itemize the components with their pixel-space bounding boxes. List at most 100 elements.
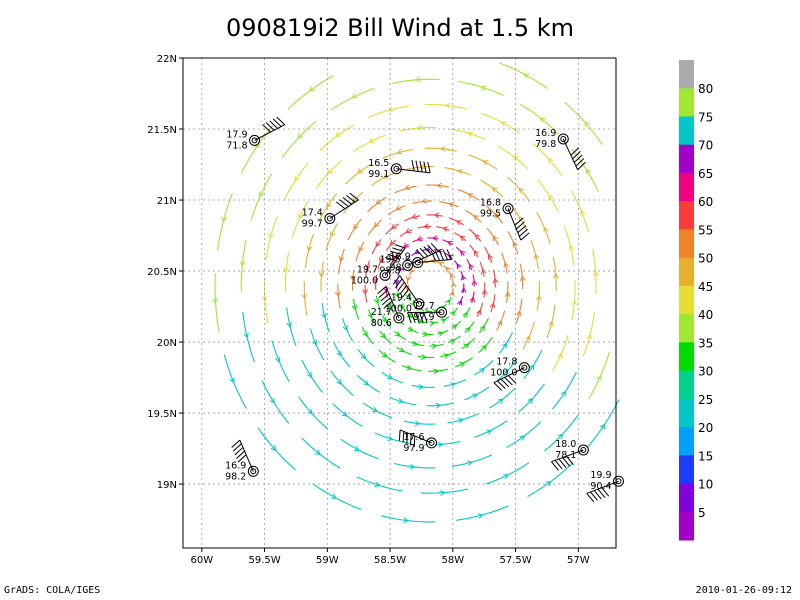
colorbar-swatch — [679, 427, 694, 456]
streamline-arrowhead — [270, 445, 277, 451]
streamline-arrowhead — [481, 344, 487, 351]
streamline-segment — [457, 80, 504, 97]
station-value: 97.9 — [403, 443, 424, 454]
streamline-segment — [367, 196, 387, 213]
streamline-arrowhead — [387, 435, 394, 442]
streamline-arrowhead — [395, 205, 402, 211]
station-temperature: 18.9 — [390, 252, 411, 263]
streamline-segment — [501, 252, 508, 274]
streamline-arrowhead — [472, 215, 479, 221]
colorbar-swatch — [679, 314, 694, 343]
streamline-arrowhead — [422, 331, 429, 338]
observation-station: 19.598.8 — [380, 242, 439, 276]
observation-station: 17.499.7 — [302, 192, 359, 229]
streamline-arrowhead — [440, 318, 447, 324]
wind-barb-flag — [378, 289, 388, 298]
streamline-arrowhead — [480, 85, 487, 91]
wind-barb-flag — [262, 124, 271, 133]
station-inner-ring — [404, 262, 411, 269]
streamline-arrowhead — [471, 279, 478, 286]
wind-barb-flag — [411, 312, 416, 324]
streamline-segment — [357, 374, 381, 393]
colorbar: 5 10 15 20 25 30 35 40 45 50 55 60 65 70 75 80 — [679, 60, 713, 541]
station-value: 78.1 — [555, 450, 576, 461]
streamline-arrowhead — [318, 271, 325, 278]
streamline-arrowhead — [358, 246, 364, 253]
wind-barb-flag — [335, 201, 346, 210]
station-value: 100.0 — [385, 304, 412, 315]
observation-station: 18.078.1 — [551, 439, 589, 471]
colorbar-label: 30 — [698, 365, 713, 379]
streamline-arrowhead — [448, 201, 455, 208]
wind-barb-flag — [427, 244, 436, 254]
wind-barb-flag — [397, 281, 405, 292]
wind-barb-flag — [500, 378, 510, 388]
y-tick-label: 19N — [157, 480, 177, 491]
station-value: 71.8 — [226, 140, 247, 151]
streamline-arrowhead — [334, 291, 341, 298]
streamline-arrowhead — [468, 263, 474, 270]
streamline-arrowhead — [584, 121, 590, 128]
streamline-arrowhead — [449, 339, 456, 345]
wind-barb-flag — [236, 450, 245, 459]
streamline-arrowhead — [492, 235, 498, 242]
y-tick-label: 22N — [157, 54, 177, 65]
streamline-arrowhead — [306, 245, 313, 252]
streamline-segment — [499, 62, 549, 90]
streamline-arrowhead — [557, 352, 563, 359]
streamline-segment — [586, 399, 620, 448]
streamline-segment — [347, 218, 362, 241]
wind-barb-staff — [586, 480, 619, 494]
wind-barb-flag — [381, 297, 391, 306]
wind-barb-staff — [329, 199, 359, 219]
streamline-arrowhead — [481, 268, 487, 275]
streamline-arrowhead — [479, 367, 485, 374]
wind-barb-flag — [401, 288, 410, 298]
streamline-arrowhead — [519, 275, 526, 282]
station-inner-ring — [326, 215, 333, 222]
streamline-arrowhead — [443, 353, 450, 359]
colorbar-swatch — [679, 201, 694, 230]
wind-barb-staff — [417, 259, 452, 264]
streamline-segment — [286, 307, 297, 346]
streamline-arrowhead — [351, 304, 358, 311]
streamline-arrowhead — [447, 254, 454, 261]
colorbar-label: 65 — [698, 167, 713, 181]
streamline-arrowhead — [258, 191, 265, 198]
streamline-segment — [404, 215, 421, 222]
x-tick-label: 60W — [191, 555, 214, 566]
colorbar-label: 50 — [698, 252, 713, 266]
streamline-segment — [474, 420, 508, 438]
streamline-arrowhead — [527, 397, 534, 404]
wind-barb-flag — [427, 161, 431, 173]
colorbar-label: 55 — [698, 223, 713, 237]
streamline-arrowhead — [405, 292, 411, 299]
colorbar-label: 40 — [698, 308, 713, 322]
streamline-segment — [552, 334, 569, 372]
streamline-arrowhead — [362, 289, 368, 295]
streamline-arrowhead — [275, 356, 281, 363]
wind-barb-flag — [415, 160, 419, 172]
streamline-arrowhead — [449, 290, 455, 297]
streamline-arrowhead — [450, 273, 456, 280]
streamline-arrowhead — [269, 397, 275, 404]
station-temperature: 16.5 — [368, 158, 389, 169]
wind-barb-flag — [406, 432, 408, 444]
streamline-arrowhead — [450, 382, 457, 388]
wind-barb-staff — [407, 250, 439, 266]
streamline-arrowhead — [268, 232, 274, 240]
wind-barb-flag — [517, 225, 527, 234]
streamline-arrowhead — [467, 193, 474, 199]
streamline-arrowhead — [433, 212, 440, 219]
station-value: 98.2 — [225, 471, 246, 482]
streamline-arrowhead — [229, 377, 235, 384]
wind-barb-flag — [586, 493, 595, 503]
streamline-segment — [564, 101, 603, 146]
y-tick-label: 21.5N — [147, 125, 177, 136]
station-value: 99.7 — [302, 218, 323, 229]
wind-barb-flag — [276, 116, 286, 126]
y-tick-label: 20.5N — [147, 267, 177, 278]
streamline-arrowhead — [297, 133, 304, 139]
streamline-arrowhead — [327, 168, 333, 175]
streamline-arrowhead — [501, 342, 508, 349]
